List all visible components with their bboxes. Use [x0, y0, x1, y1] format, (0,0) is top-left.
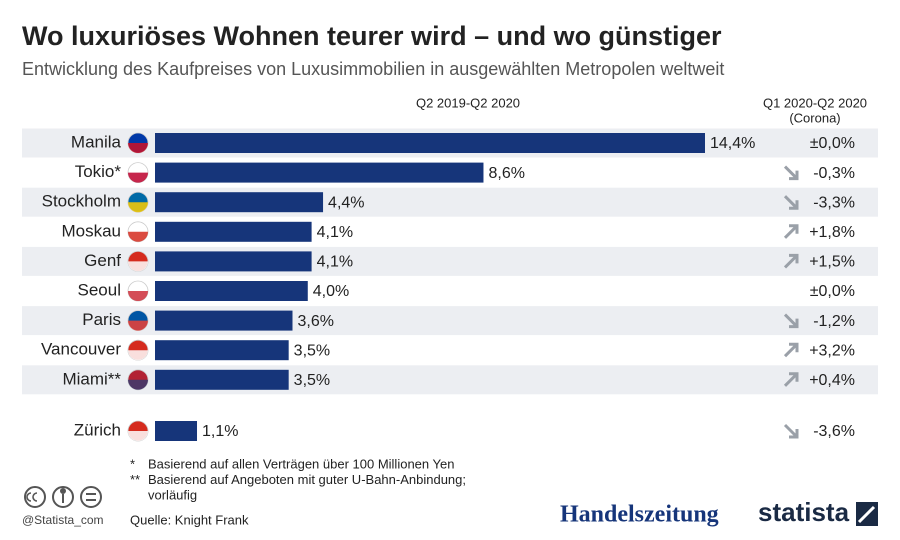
trend-arrow — [783, 342, 799, 358]
value-label: 4,4% — [328, 194, 364, 211]
change-label: ±0,0% — [810, 135, 855, 152]
flag — [128, 172, 148, 183]
logo-statista: statista — [758, 497, 850, 527]
cc-icons — [24, 486, 102, 508]
category-label: Paris — [82, 310, 121, 329]
bar — [155, 192, 324, 213]
bar — [155, 133, 705, 153]
category-label: Vancouver — [41, 340, 121, 359]
trend-arrow — [783, 372, 799, 387]
value-label: 4,0% — [313, 283, 349, 300]
row-band — [22, 187, 878, 217]
category-label: Seoul — [78, 280, 121, 299]
change-label: -1,2% — [813, 313, 855, 330]
footnote: vorläufig — [148, 487, 197, 502]
chart-subtitle: Entwicklung des Kaufpreises von Luxusimm… — [22, 59, 724, 79]
value-label: 3,5% — [294, 372, 330, 389]
bar — [155, 369, 289, 390]
category-label: Miami** — [62, 369, 121, 388]
chart-title: Wo luxuriöses Wohnen teurer wird – und w… — [22, 21, 722, 51]
bar — [155, 162, 484, 183]
flag — [128, 202, 148, 213]
handle: @Statista_com — [22, 513, 104, 527]
change-label: -3,6% — [813, 423, 855, 440]
trend-arrow — [783, 313, 799, 329]
change-label: +1,8% — [809, 224, 855, 241]
row-band — [22, 246, 878, 276]
category-label: Tokio* — [75, 162, 122, 181]
bar — [155, 251, 312, 272]
change-label: +0,4% — [809, 372, 855, 389]
trend-arrow — [783, 253, 799, 269]
bar — [155, 281, 308, 301]
logo-statista-icon — [857, 505, 876, 524]
category-label: Moskau — [61, 221, 121, 240]
flag — [128, 431, 148, 441]
flag — [128, 320, 148, 331]
logo-handelszeitung: Handelszeitung — [560, 502, 719, 528]
flag — [128, 261, 148, 272]
trend-arrow — [783, 165, 799, 181]
change-label: +3,2% — [809, 342, 855, 359]
value-label: 14,4% — [710, 135, 755, 152]
bar — [155, 221, 312, 242]
change-label: -0,3% — [813, 165, 855, 182]
value-label: 1,1% — [202, 423, 238, 440]
trend-arrow — [783, 195, 799, 210]
trend-arrow — [783, 423, 799, 439]
source: Quelle: Knight Frank — [130, 512, 249, 527]
category-label: Manila — [71, 132, 122, 151]
category-label: Genf — [84, 251, 121, 270]
column-header: (Corona) — [789, 110, 840, 125]
change-label: +1,5% — [809, 254, 855, 271]
column-header: Q1 2020-Q2 2020 — [763, 95, 867, 110]
footnote-marker: * — [130, 456, 135, 471]
value-label: 3,5% — [294, 342, 330, 359]
change-label: -3,3% — [813, 194, 855, 211]
flag — [128, 379, 148, 390]
flag — [128, 350, 148, 361]
value-label: 3,6% — [298, 313, 334, 330]
footnote: Basierend auf Angeboten mit guter U-Bahn… — [148, 472, 466, 487]
flag — [128, 231, 148, 242]
value-label: 4,1% — [317, 254, 353, 271]
row-band — [22, 306, 878, 336]
category-label: Zürich — [74, 420, 121, 439]
bar — [155, 340, 289, 361]
bar — [155, 310, 293, 331]
bar — [155, 421, 198, 441]
row-band — [22, 365, 878, 395]
column-header: Q2 2019-Q2 2020 — [416, 95, 520, 110]
footnote-marker: ** — [130, 472, 140, 487]
change-label: ±0,0% — [810, 283, 855, 300]
flag — [128, 291, 148, 301]
value-label: 4,1% — [317, 224, 353, 241]
footnote: Basierend auf allen Verträgen über 100 M… — [148, 456, 454, 471]
category-label: Stockholm — [42, 192, 121, 211]
trend-arrow — [783, 224, 799, 239]
flag — [128, 143, 148, 153]
value-label: 8,6% — [488, 165, 524, 182]
